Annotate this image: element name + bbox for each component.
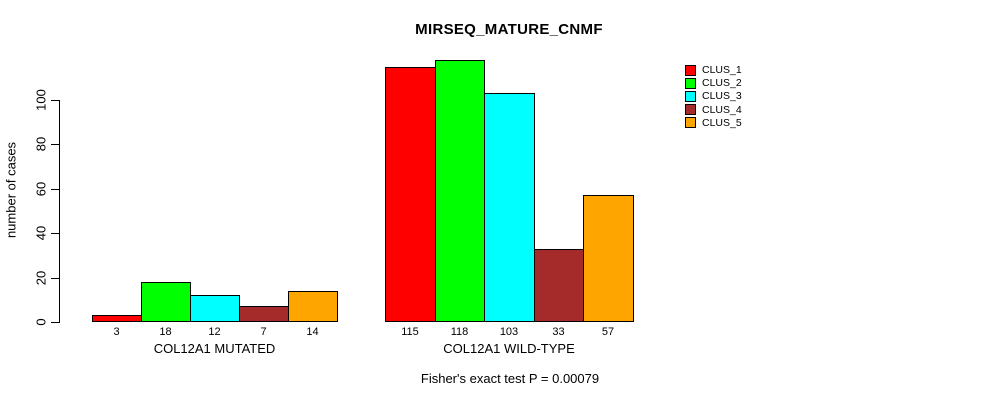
- legend-swatch: [685, 104, 696, 116]
- bar-clus_5: [583, 195, 634, 322]
- y-tick-label: 0: [33, 318, 49, 326]
- legend-label: CLUS_4: [702, 103, 742, 116]
- bar-value-label: 7: [260, 326, 267, 338]
- y-tick: [51, 144, 59, 146]
- y-tick: [51, 277, 59, 279]
- y-tick: [51, 100, 59, 101]
- y-tick: [51, 233, 59, 235]
- bar-clus_3: [484, 93, 535, 322]
- y-tick-label: 40: [33, 225, 49, 241]
- bar-value-label: 3: [113, 326, 120, 338]
- legend-item: CLUS_5: [685, 117, 742, 129]
- chart-title: MIRSEQ_MATURE_CNMF: [415, 21, 603, 38]
- bar-clus_5: [288, 291, 338, 322]
- y-axis-line: [59, 100, 60, 323]
- bar-clus_1: [92, 315, 142, 322]
- y-tick-label: 60: [33, 181, 49, 197]
- bar-value-label: 33: [552, 326, 565, 338]
- legend-item: CLUS_2: [685, 77, 742, 89]
- bar-clus_2: [435, 60, 485, 322]
- legend-item: CLUS_1: [685, 64, 742, 76]
- y-tick-label: 20: [33, 270, 49, 285]
- legend-label: CLUS_2: [702, 77, 742, 90]
- y-tick-label: 80: [33, 137, 49, 152]
- y-tick: [51, 188, 59, 190]
- bar-clus_1: [385, 67, 436, 322]
- bar-clus_4: [534, 249, 584, 322]
- bar-value-label: 103: [499, 326, 519, 338]
- legend-label: CLUS_3: [702, 90, 742, 103]
- group-label: COL12A1 WILD-TYPE: [443, 341, 575, 356]
- legend-swatch: [685, 90, 696, 102]
- bar-value-label: 14: [306, 326, 319, 338]
- bar-clus_2: [141, 282, 191, 322]
- bar-value-label: 118: [450, 326, 469, 338]
- group-label: COL12A1 MUTATED: [153, 341, 276, 356]
- y-tick: [51, 322, 59, 323]
- legend-swatch: [685, 77, 696, 89]
- legend-label: CLUS_5: [702, 116, 742, 129]
- bar-clus_4: [239, 306, 289, 322]
- legend-label: CLUS_1: [702, 64, 742, 76]
- bar-value-label: 12: [208, 326, 221, 338]
- fisher-test-annotation: Fisher's exact test P = 0.00079: [420, 371, 600, 386]
- legend-item: CLUS_4: [685, 104, 742, 116]
- bar-value-label: 115: [401, 326, 419, 338]
- legend-item: CLUS_3: [685, 90, 742, 102]
- legend-swatch: [685, 117, 696, 129]
- bar-clus_3: [190, 295, 240, 322]
- bar-value-label: 18: [159, 326, 172, 338]
- legend-swatch: [685, 64, 696, 76]
- y-axis-label: number of cases: [3, 141, 19, 239]
- bar-value-label: 57: [601, 326, 615, 338]
- y-tick-label: 100: [33, 89, 49, 111]
